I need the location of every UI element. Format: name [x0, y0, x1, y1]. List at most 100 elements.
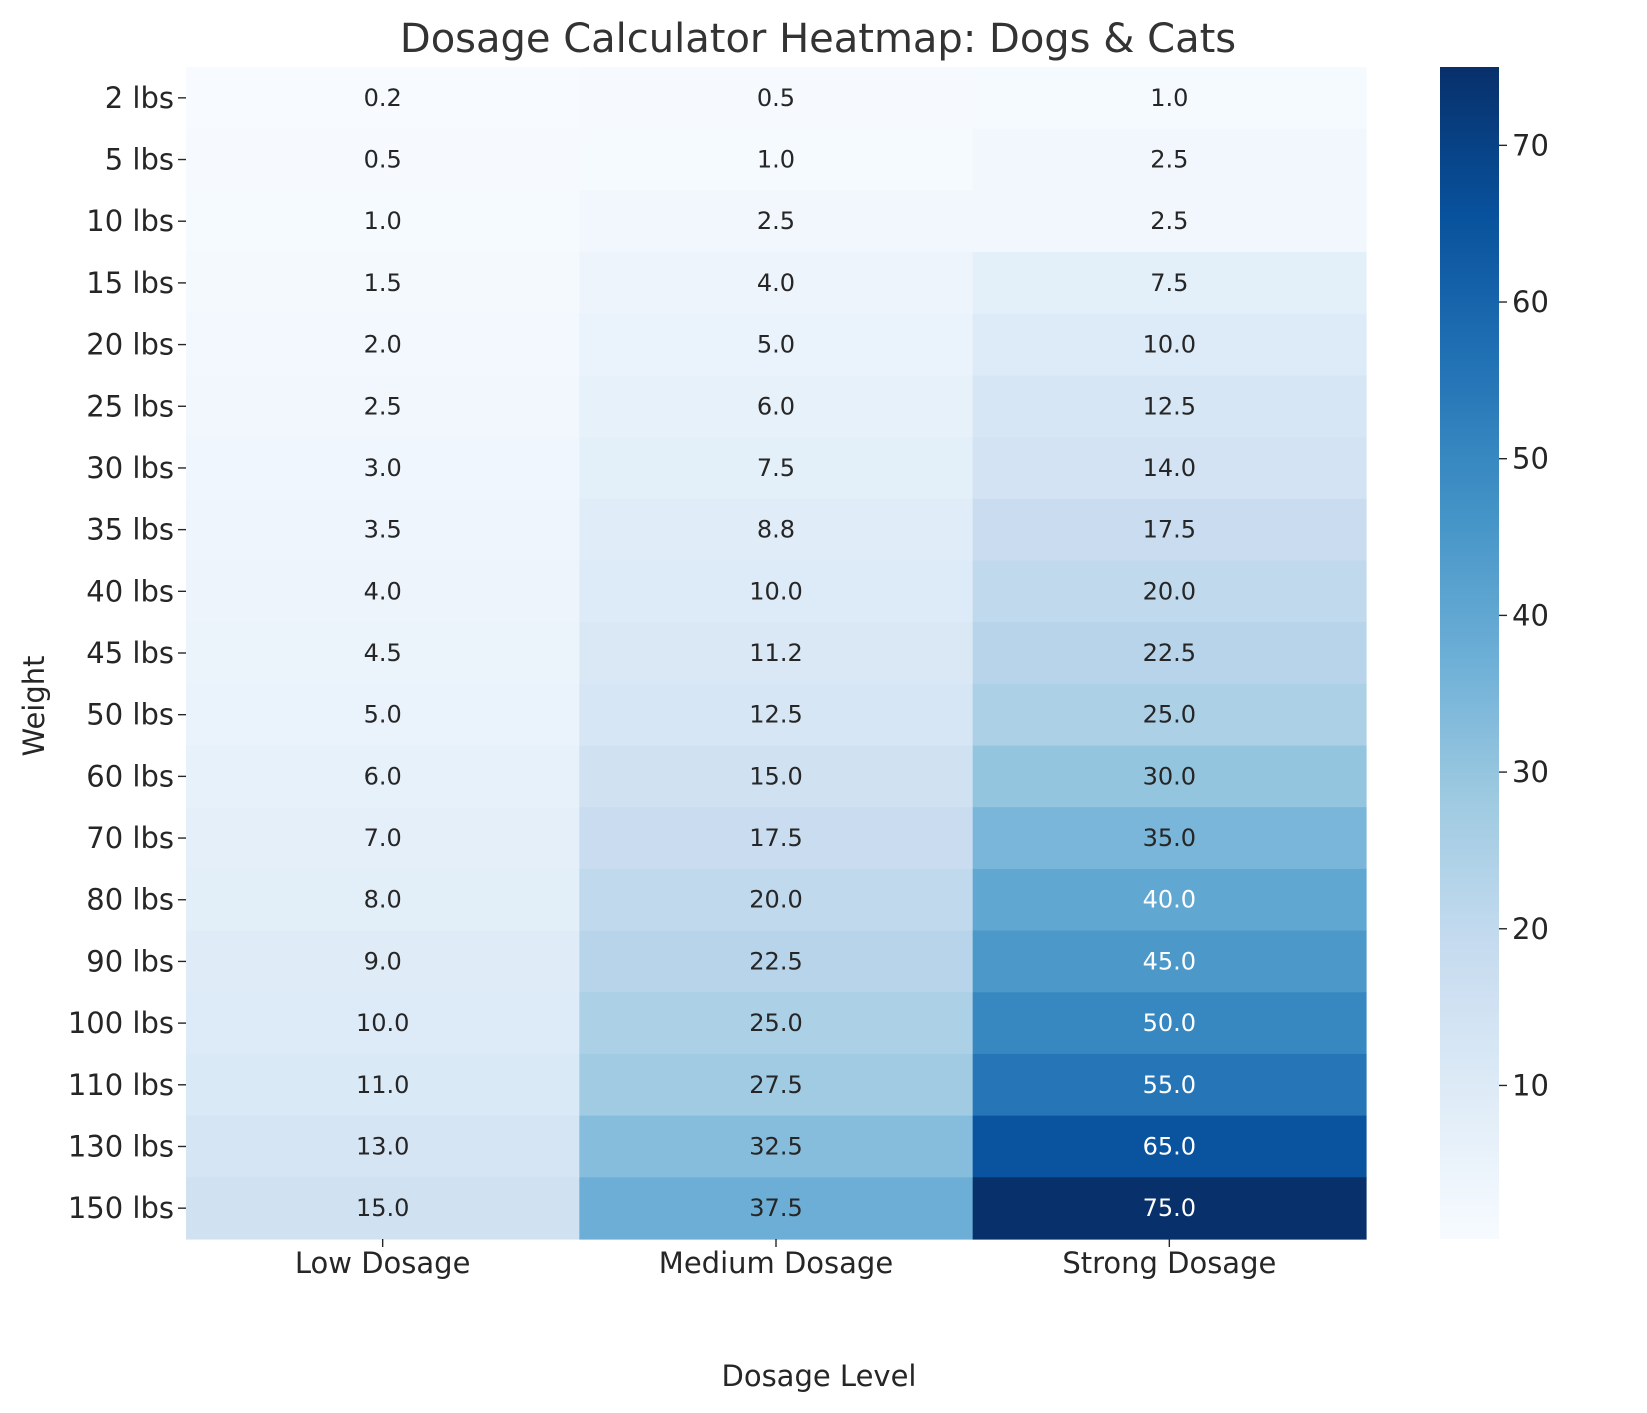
- cell-value-label: 7.5: [1150, 269, 1188, 297]
- x-tick-label: Low Dosage: [295, 1246, 471, 1280]
- heatmap-cell: [186, 437, 580, 500]
- cell-value-label: 1.0: [364, 207, 402, 235]
- cell-value-label: 14.0: [1143, 454, 1196, 482]
- cell-value-label: 35.0: [1143, 824, 1196, 852]
- cell-value-label: 13.0: [356, 1132, 409, 1160]
- heatmap-cell: [579, 622, 974, 685]
- cell-value-label: 22.5: [1143, 639, 1196, 667]
- heatmap-cell: [972, 498, 1367, 562]
- cell-value-label: 25.0: [749, 1009, 802, 1037]
- heatmap-cell: [972, 992, 1367, 1055]
- y-axis-title: Weight: [17, 655, 51, 756]
- heatmap-cell: [186, 67, 580, 130]
- y-axis: 2 lbs 5 lbs 10 lbs 15 lbs 20 lbs 25 lbs 30 lbs…: [68, 81, 186, 1225]
- heatmap-cell: [972, 437, 1367, 500]
- heatmap-cell: [186, 1115, 580, 1178]
- heatmap-cell: [972, 683, 1367, 747]
- x-axis-title: Dosage Level: [722, 1359, 917, 1393]
- heatmap-cell: [579, 745, 974, 808]
- cell-value-label: 50.0: [1143, 1009, 1196, 1037]
- cell-value-label: 17.5: [749, 824, 802, 852]
- y-tick-label: 5 lbs: [105, 143, 174, 177]
- cell-value-label: 0.2: [364, 84, 402, 112]
- heatmap-cell: [186, 375, 580, 438]
- heatmap-cell: [579, 868, 974, 932]
- heatmap-cell: [579, 67, 974, 130]
- heatmap-cell: [972, 1115, 1367, 1178]
- cell-value-label: 8.0: [364, 886, 402, 914]
- heatmap-cell: [579, 1177, 974, 1240]
- heatmap-cell: [186, 868, 580, 932]
- colorbar-gradient: [1440, 67, 1499, 1239]
- y-tick-label: 150 lbs: [68, 1191, 174, 1225]
- cell-value-label: 20.0: [1143, 577, 1196, 605]
- cell-value-label: 11.0: [356, 1071, 409, 1099]
- cell-value-label: 9.0: [364, 947, 402, 975]
- y-tick-label: 50 lbs: [86, 698, 174, 732]
- cell-value-label: 4.0: [757, 269, 795, 297]
- heatmap-cell: [972, 622, 1367, 685]
- cell-value-label: 22.5: [749, 947, 802, 975]
- cell-value-label: 20.0: [749, 886, 802, 914]
- heatmap-cell: [972, 807, 1367, 870]
- cell-value-label: 1.0: [757, 146, 795, 174]
- cell-value-label: 12.5: [749, 701, 802, 729]
- heatmap-cell: [186, 745, 580, 808]
- heatmap-cell: [972, 252, 1367, 315]
- cell-value-label: 8.8: [757, 516, 795, 544]
- cell-value-label: 0.5: [757, 84, 795, 112]
- colorbar-tick-label: 10: [1512, 1068, 1549, 1102]
- y-tick-label: 20 lbs: [86, 328, 174, 362]
- heatmap-cell: [579, 1115, 974, 1178]
- cell-value-label: 12.5: [1143, 392, 1196, 420]
- heatmap-cell: [972, 1053, 1367, 1117]
- heatmap-cell: [972, 67, 1367, 130]
- y-tick-label: 60 lbs: [86, 759, 174, 793]
- heatmap-cell: [972, 375, 1367, 438]
- y-tick-label: 40 lbs: [86, 574, 174, 608]
- heatmap-cell: [579, 807, 974, 870]
- heatmap-cell: [579, 498, 974, 562]
- colorbar: 10 20 30 40 50 60 70: [1440, 67, 1549, 1239]
- heatmap-cells: [186, 67, 1367, 1240]
- cell-value-label: 7.0: [364, 824, 402, 852]
- y-tick-label: 25 lbs: [86, 389, 174, 423]
- cell-value-label: 17.5: [1143, 516, 1196, 544]
- cell-value-label: 10.0: [356, 1009, 409, 1037]
- heatmap-cell: [186, 560, 580, 623]
- heatmap-cell: [186, 1053, 580, 1117]
- cell-value-label: 15.0: [749, 762, 802, 790]
- cell-value-label: 4.0: [364, 577, 402, 605]
- cell-value-label: 11.2: [749, 639, 802, 667]
- cell-value-label: 30.0: [1143, 762, 1196, 790]
- heatmap-cell: [972, 128, 1367, 191]
- y-tick-label: 2 lbs: [105, 81, 174, 115]
- heatmap-cell-labels: 0.2 0.5 1.0 0.5 1.0 2.5 1.0 2.5 2.5 1.5 4.0 7.5 2.0 5…: [356, 84, 1196, 1222]
- heatmap-cell: [579, 930, 974, 993]
- cell-value-label: 45.0: [1143, 947, 1196, 975]
- cell-value-label: 2.5: [364, 392, 402, 420]
- y-tick-label: 70 lbs: [86, 821, 174, 855]
- heatmap-cell: [186, 992, 580, 1055]
- x-axis: Low Dosage Medium Dosage Strong Dosage: [295, 1239, 1276, 1280]
- heatmap-cell: [186, 1177, 580, 1240]
- y-tick-label: 80 lbs: [86, 883, 174, 917]
- heatmap-cell: [972, 745, 1367, 808]
- cell-value-label: 10.0: [749, 577, 802, 605]
- cell-value-label: 0.5: [364, 146, 402, 174]
- heatmap-cell: [972, 313, 1367, 377]
- x-tick-label: Strong Dosage: [1062, 1246, 1276, 1280]
- cell-value-label: 25.0: [1143, 701, 1196, 729]
- y-tick-label: 90 lbs: [86, 944, 174, 978]
- cell-value-label: 10.0: [1143, 331, 1196, 359]
- heatmap-cell: [186, 498, 580, 562]
- cell-value-label: 55.0: [1143, 1071, 1196, 1099]
- cell-value-label: 65.0: [1143, 1132, 1196, 1160]
- heatmap-cell: [972, 190, 1367, 253]
- heatmap-cell: [579, 1053, 974, 1117]
- colorbar-tick-label: 70: [1512, 128, 1549, 162]
- y-tick-label: 100 lbs: [68, 1006, 174, 1040]
- cell-value-label: 3.0: [364, 454, 402, 482]
